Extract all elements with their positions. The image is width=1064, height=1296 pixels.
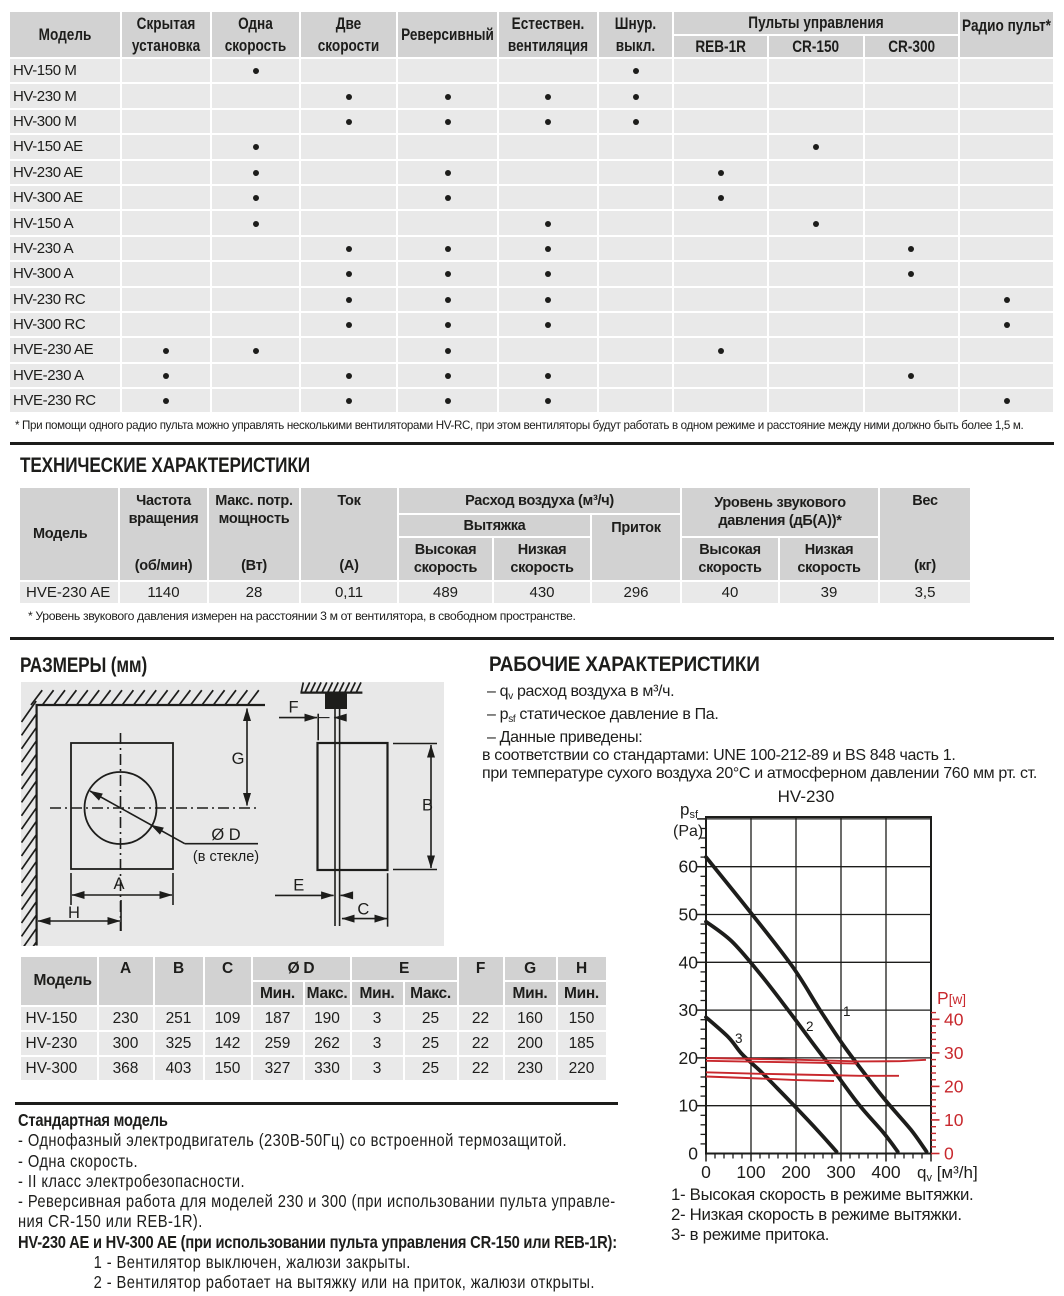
svg-text:psf: psf (680, 800, 699, 821)
svg-text:100: 100 (736, 1162, 765, 1182)
svg-text:300: 300 (826, 1162, 855, 1182)
svg-text:40: 40 (944, 1009, 964, 1029)
svg-text:2: 2 (806, 1019, 814, 1034)
svg-text:200: 200 (781, 1162, 810, 1182)
svg-text:HV-230: HV-230 (778, 787, 835, 806)
svg-text:E: E (293, 877, 304, 895)
svg-text:qv [м³/h]: qv [м³/h] (917, 1163, 978, 1184)
svg-text:P[w]: P[w] (937, 988, 966, 1008)
svg-text:400: 400 (871, 1162, 900, 1182)
svg-text:A: A (113, 875, 124, 893)
svg-text:3: 3 (735, 1031, 743, 1046)
svg-text:0: 0 (701, 1162, 711, 1182)
svg-text:Ø D: Ø D (211, 826, 240, 844)
svg-text:20: 20 (944, 1076, 964, 1096)
svg-text:H: H (68, 904, 80, 922)
svg-text:0: 0 (688, 1144, 698, 1164)
svg-text:C: C (357, 901, 369, 919)
svg-text:(в стекле): (в стекле) (193, 849, 259, 865)
svg-text:10: 10 (944, 1110, 964, 1130)
svg-text:30: 30 (944, 1043, 964, 1063)
svg-text:F: F (288, 699, 298, 717)
svg-text:G: G (232, 750, 245, 768)
svg-text:30: 30 (679, 1000, 699, 1020)
svg-text:50: 50 (679, 905, 699, 925)
svg-text:10: 10 (679, 1096, 699, 1116)
svg-text:60: 60 (679, 857, 699, 877)
svg-text:1: 1 (843, 1004, 851, 1019)
svg-text:B: B (422, 797, 433, 815)
svg-text:20: 20 (679, 1048, 699, 1068)
svg-text:40: 40 (679, 952, 699, 972)
svg-text:0: 0 (944, 1144, 954, 1164)
svg-text:(Pa): (Pa) (673, 823, 703, 840)
